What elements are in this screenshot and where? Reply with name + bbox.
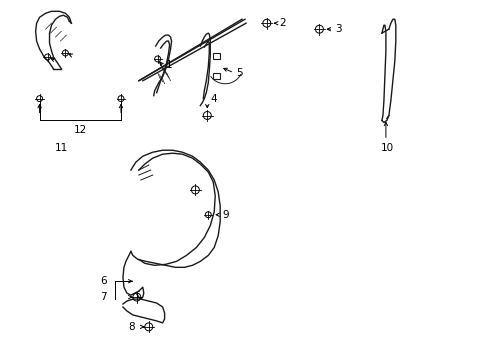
Text: 5: 5 <box>236 68 242 78</box>
Text: 2: 2 <box>279 18 286 28</box>
Text: 3: 3 <box>335 24 341 34</box>
Text: 6: 6 <box>100 276 107 286</box>
Text: 10: 10 <box>380 143 393 153</box>
Text: 9: 9 <box>222 210 228 220</box>
Text: 12: 12 <box>74 125 87 135</box>
Text: 8: 8 <box>128 322 135 332</box>
Text: 4: 4 <box>210 94 217 104</box>
Text: 1: 1 <box>165 60 172 70</box>
Text: 11: 11 <box>55 143 68 153</box>
Text: 7: 7 <box>100 292 107 302</box>
